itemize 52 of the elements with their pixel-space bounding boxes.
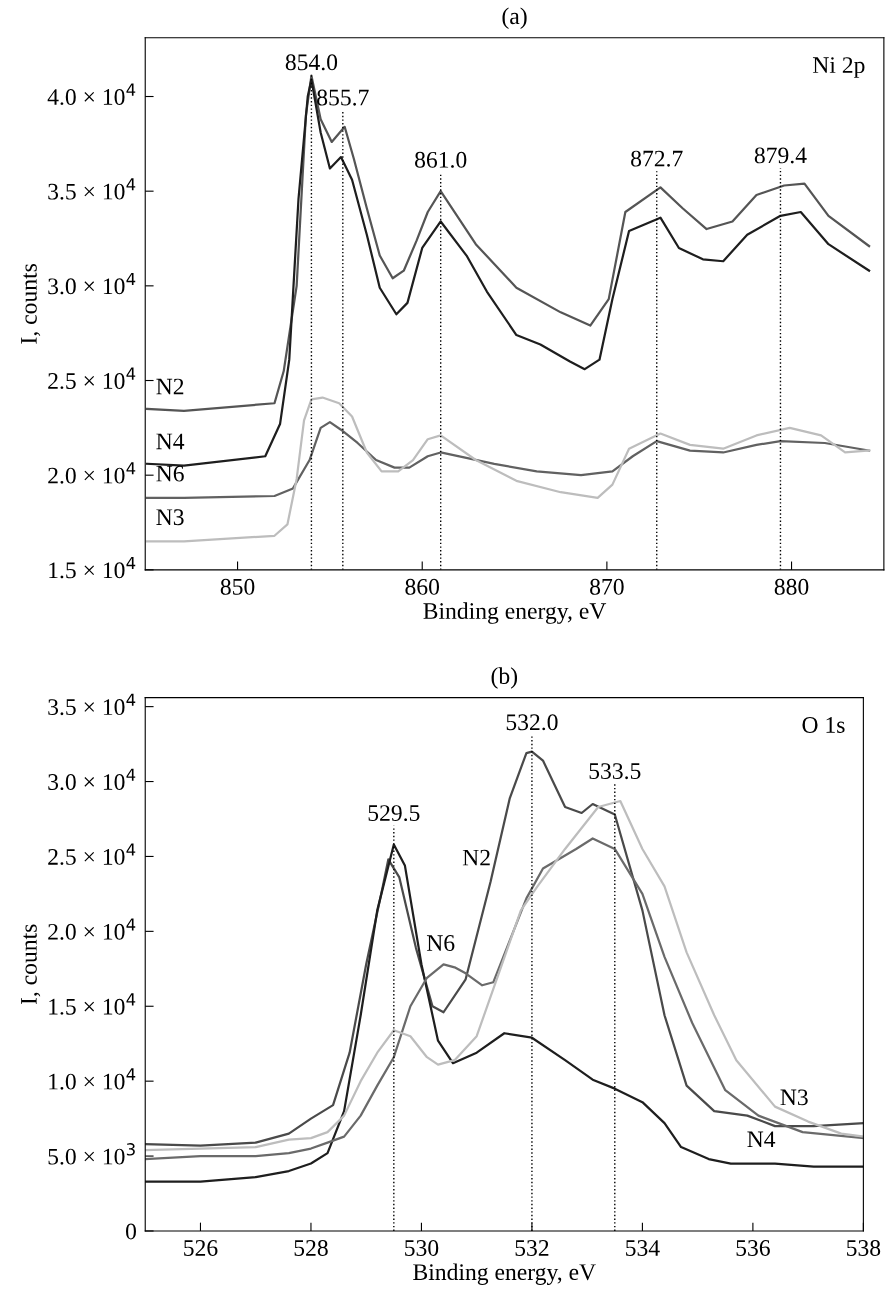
y-tick-label: 2.0 × 10$^{4}$ xyxy=(48,918,136,940)
y-axis-title: I, counts xyxy=(21,924,41,1005)
annotation: O 1s xyxy=(802,717,845,733)
ref-line-label: 872.7 xyxy=(631,150,683,167)
annotation: N3 xyxy=(156,509,184,526)
x-tick-label: 860 xyxy=(405,578,440,595)
y-tick-label: 1.0 × 10$^{4}$ xyxy=(49,1068,136,1090)
x-tick-label: 850 xyxy=(220,578,255,595)
y-axis-title: I, counts xyxy=(21,264,41,344)
y-tick-label: 1.5 × 10$^{4}$ xyxy=(49,556,136,579)
x-tick-label: 528 xyxy=(294,1239,328,1256)
y-tick-label: 3.0 × 10$^{4}$ xyxy=(48,768,136,791)
ref-line-label: 529.5 xyxy=(368,805,420,822)
line-series xyxy=(145,78,871,467)
chart-title: (b) xyxy=(491,667,518,689)
y-tick-label: 2.5 × 10$^{4}$ xyxy=(48,843,136,865)
annotation: N2 xyxy=(156,378,184,395)
x-tick-label: 526 xyxy=(184,1240,218,1256)
x-tick-label: 532 xyxy=(515,1240,549,1256)
x-tick-label: 538 xyxy=(847,1239,881,1256)
y-tick-label: 3.5 × 10$^{4}$ xyxy=(48,178,136,200)
x-tick-label: 880 xyxy=(774,578,809,595)
annotation: N4 xyxy=(747,1131,776,1148)
x-tick-label: 530 xyxy=(405,1239,439,1256)
annotation: N3 xyxy=(780,1089,808,1106)
ref-line-label: 532.0 xyxy=(506,714,558,731)
chart-title: (a) xyxy=(502,7,527,29)
y-tick-label: 2.0 × 10$^{4}$ xyxy=(48,462,136,484)
y-tick-label: 5.0 × 10$^{3}$ xyxy=(48,1143,135,1165)
x-axis-title: Binding energy, eV xyxy=(413,1263,596,1285)
y-tick-label: 3.5 × 10$^{4}$ xyxy=(48,693,136,716)
ref-line-label: 879.4 xyxy=(754,147,807,164)
ref-line-label: 533.5 xyxy=(589,763,641,780)
ref-line-label: 854.0 xyxy=(285,54,338,71)
annotation: N6 xyxy=(156,465,184,482)
annotation: N4 xyxy=(156,433,185,450)
annotation: Ni 2p xyxy=(812,57,865,78)
x-tick-label: 536 xyxy=(736,1240,770,1256)
x-tick-label: 534 xyxy=(626,1240,660,1256)
line-series xyxy=(145,396,871,543)
annotation: N6 xyxy=(426,935,455,951)
y-tick-label: 1.5 × 10$^{4}$ xyxy=(49,993,136,1015)
annotation: N2 xyxy=(462,849,490,866)
ref-line-label: 855.7 xyxy=(317,89,369,106)
y-tick-label: 3.0 × 10$^{4}$ xyxy=(48,272,136,295)
y-tick-label: 0 xyxy=(125,1223,136,1240)
x-axis-title: Binding energy, eV xyxy=(423,602,607,624)
line-series xyxy=(145,421,871,500)
y-tick-label: 4.0 × 10$^{4}$ xyxy=(47,83,136,106)
y-tick-label: 2.5 × 10$^{4}$ xyxy=(48,367,136,390)
x-tick-label: 870 xyxy=(590,578,624,595)
ref-line-label: 861.0 xyxy=(415,151,467,168)
